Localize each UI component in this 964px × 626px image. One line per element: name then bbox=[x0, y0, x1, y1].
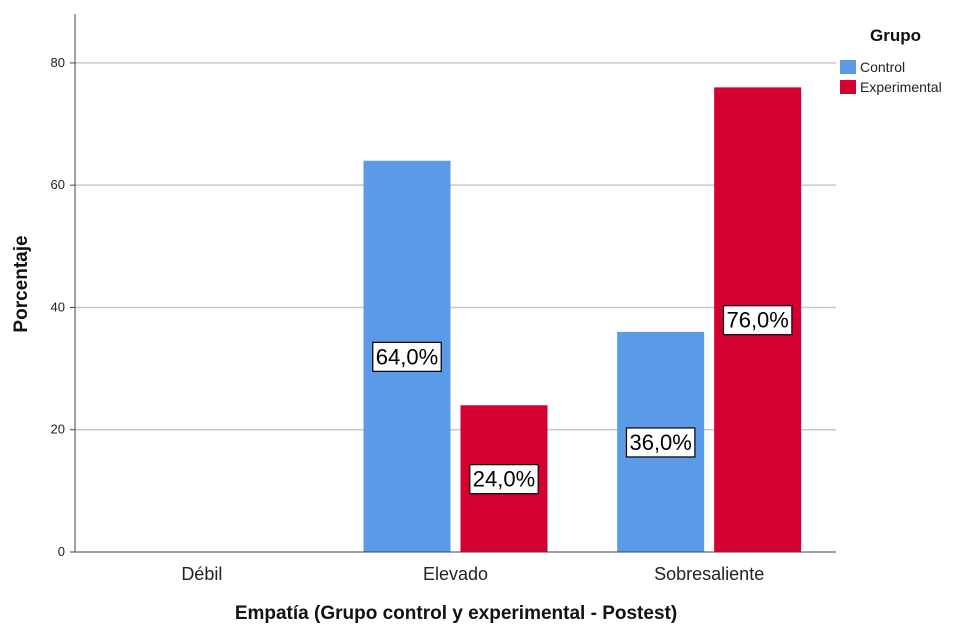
data-label: 24,0% bbox=[469, 464, 539, 495]
data-label-text: 36,0% bbox=[629, 430, 691, 455]
data-label-text: 64,0% bbox=[376, 344, 438, 369]
y-tick-label: 60 bbox=[51, 177, 65, 192]
x-category-label: Elevado bbox=[423, 564, 488, 584]
data-labels: 64,0% 24,0% 36,0% 76,0% bbox=[372, 305, 793, 495]
gridlines bbox=[75, 62, 836, 431]
data-label-box bbox=[372, 341, 442, 372]
y-tick-label: 40 bbox=[51, 299, 65, 314]
data-label: 64,0% bbox=[372, 341, 442, 372]
data-label-text: 24,0% bbox=[473, 467, 535, 492]
legend-swatch-experimental bbox=[840, 80, 856, 94]
legend-label-control: Control bbox=[860, 59, 905, 75]
data-label: 76,0% bbox=[722, 305, 793, 336]
x-axis-categories: Débil Elevado Sobresaliente bbox=[181, 564, 764, 584]
data-label-box bbox=[625, 427, 696, 458]
legend-label-experimental: Experimental bbox=[860, 79, 942, 95]
x-axis-title: Empatía (Grupo control y experimental - … bbox=[235, 603, 677, 624]
y-tick-label: 20 bbox=[51, 422, 65, 437]
y-axis-title: Porcentaje bbox=[11, 235, 32, 332]
data-label-box bbox=[469, 464, 539, 495]
y-tick-label: 0 bbox=[58, 544, 65, 559]
legend-swatch-control bbox=[840, 60, 856, 74]
legend: Grupo Control Experimental bbox=[840, 26, 942, 95]
x-category-label: Débil bbox=[181, 564, 222, 584]
legend-title: Grupo bbox=[870, 26, 921, 45]
data-label-text: 76,0% bbox=[726, 308, 788, 333]
x-category-label: Sobresaliente bbox=[654, 564, 764, 584]
y-tick-label: 80 bbox=[51, 55, 65, 70]
data-label: 36,0% bbox=[625, 427, 696, 458]
y-axis-ticks: 0 20 40 60 80 bbox=[51, 55, 75, 559]
data-label-box bbox=[722, 305, 793, 336]
